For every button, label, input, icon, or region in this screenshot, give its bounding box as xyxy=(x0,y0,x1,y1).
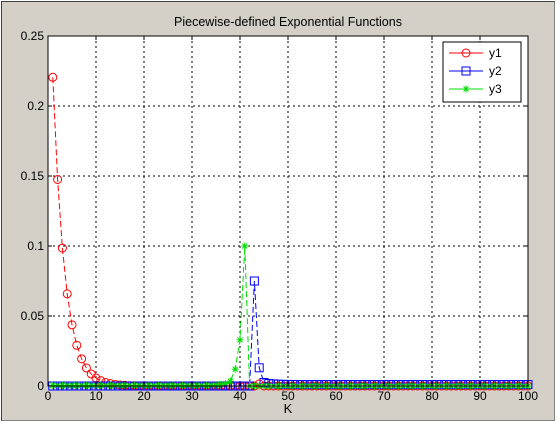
x-tick-label: 90 xyxy=(473,389,487,403)
legend-item-y3: y3 xyxy=(449,82,502,96)
y-tick-label: 0.2 xyxy=(27,99,44,113)
data-point-y3 xyxy=(198,381,206,389)
y-tick-label: 0.15 xyxy=(21,169,45,183)
data-point-y2 xyxy=(254,363,264,373)
x-tick-label: 80 xyxy=(425,389,439,403)
legend-marker xyxy=(461,48,471,58)
data-point-y3 xyxy=(212,381,220,389)
data-point-y3 xyxy=(217,380,225,388)
series-line-y2 xyxy=(52,280,528,387)
y-tick-label: 0.05 xyxy=(21,309,45,323)
tick-labels: 0 10 20 30 40 50 60 70 80 90 100 0 0.05 0.1 0.15 0.2 0.2… xyxy=(21,29,539,403)
data-point-y1 xyxy=(48,72,58,82)
legend-item-y2: y2 xyxy=(449,64,502,78)
data-point-y3 xyxy=(236,336,244,344)
data-point-y1 xyxy=(57,243,67,253)
data-point-y2 xyxy=(249,276,259,286)
legend-label: y1 xyxy=(489,46,502,60)
data-point-y3 xyxy=(226,377,234,385)
x-tick-label: 70 xyxy=(377,389,391,403)
y-tick-label: 0.25 xyxy=(21,29,45,43)
x-tick-label: 50 xyxy=(281,389,295,403)
data-point-y1 xyxy=(53,175,63,184)
data-point-y1 xyxy=(81,363,91,373)
ticks xyxy=(47,35,529,387)
chart-title: Piecewise-defined Exponential Functions xyxy=(174,15,402,29)
data-point-y3 xyxy=(97,381,105,389)
legend-marker xyxy=(462,85,470,93)
x-tick-label: 20 xyxy=(137,389,151,403)
x-tick-label: 30 xyxy=(185,389,199,403)
x-tick-label: 40 xyxy=(233,389,247,403)
y-tick-label: 0 xyxy=(37,379,44,393)
data-point-y3 xyxy=(231,365,239,373)
data-point-y1 xyxy=(62,289,72,299)
data-point-y1 xyxy=(72,340,82,350)
data-point-y3 xyxy=(154,381,162,389)
x-tick-label: 60 xyxy=(329,389,343,403)
grid xyxy=(48,36,528,386)
data-point-y1 xyxy=(77,354,87,364)
x-tick-label: 100 xyxy=(518,389,538,403)
data-point-y3 xyxy=(207,381,215,389)
y-tick-label: 0.1 xyxy=(27,239,44,253)
x-tick-label: 10 xyxy=(89,389,103,403)
data-point-y1 xyxy=(67,320,77,330)
legend: y1 y2 y3 xyxy=(442,41,522,103)
legend-marker xyxy=(461,66,471,76)
x-axis-label: K xyxy=(284,401,293,416)
x-tick-label: 0 xyxy=(45,389,52,403)
legend-label: y2 xyxy=(489,64,502,78)
legend-item-y1: y1 xyxy=(449,46,502,60)
data-point-y3 xyxy=(126,381,134,389)
legend-label: y3 xyxy=(489,82,502,96)
data-point-y3 xyxy=(241,242,249,250)
legend-box xyxy=(442,41,522,103)
